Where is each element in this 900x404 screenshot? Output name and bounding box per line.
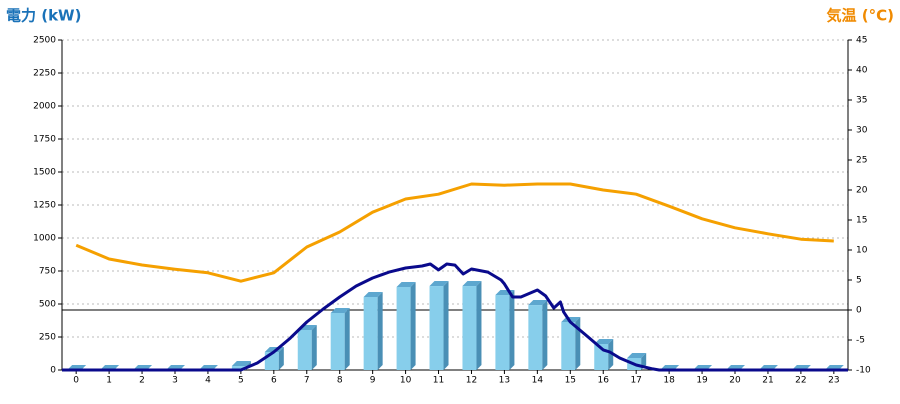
y-tick-label: 500 [39, 300, 56, 310]
bar-front [462, 286, 477, 370]
y-tick-label: 2500 [33, 36, 56, 46]
y2-tick-label: 15 [856, 216, 867, 226]
bar-front [561, 321, 576, 370]
bar-top [594, 338, 614, 344]
y2-tick-label: -5 [856, 336, 865, 346]
bar-side [509, 290, 515, 370]
y2-tick-label: 20 [856, 186, 868, 196]
y-tick-label: 1000 [33, 234, 56, 244]
y2-tick-label: 45 [856, 36, 867, 46]
x-tick-label: 16 [598, 376, 610, 386]
y2-tick-label: 10 [856, 246, 868, 256]
y-tick-label: 250 [39, 333, 56, 343]
x-tick-label: 12 [466, 376, 477, 386]
bar-side [476, 281, 482, 370]
y2-tick-label: 35 [856, 96, 867, 106]
y-tick-label: 1750 [33, 135, 56, 145]
x-tick-label: 9 [370, 376, 376, 386]
bar-front [231, 366, 246, 370]
bar-side [608, 338, 614, 370]
y2-tick-label: 0 [856, 306, 862, 316]
y-tick-label: 750 [39, 267, 56, 277]
y2-tick-label: 40 [856, 66, 868, 76]
x-tick-label: 10 [400, 376, 412, 386]
x-tick-label: 3 [172, 376, 178, 386]
bar-top [396, 281, 416, 287]
bar-side [410, 281, 416, 370]
x-tick-label: 23 [828, 376, 839, 386]
y2-tick-label: -10 [856, 366, 871, 376]
bar-side [344, 307, 350, 370]
line [75, 182, 834, 283]
y-tick-label: 1250 [33, 201, 56, 211]
x-tick-label: 5 [238, 376, 244, 386]
bar-side [311, 325, 317, 370]
x-tick-label: 6 [271, 376, 277, 386]
x-tick-label: 0 [73, 376, 79, 386]
x-tick-label: 7 [304, 376, 310, 386]
y-tick-label: 1500 [33, 168, 56, 178]
x-tick-label: 14 [532, 376, 544, 386]
y2-tick-label: 30 [856, 126, 868, 136]
bar-side [542, 300, 548, 370]
bar-top [528, 300, 548, 306]
x-tick-label: 22 [795, 376, 806, 386]
x-tick-label: 4 [205, 376, 211, 386]
bar-side [377, 292, 383, 370]
line [62, 262, 848, 372]
x-tick-label: 2 [139, 376, 145, 386]
x-tick-label: 15 [565, 376, 576, 386]
y-tick-label: 0 [50, 366, 56, 376]
bar-front [330, 312, 345, 370]
y2-tick-label: 5 [856, 276, 862, 286]
bar-top [363, 292, 383, 298]
x-tick-label: 20 [729, 376, 741, 386]
bar-front [495, 295, 510, 370]
x-tick-label: 13 [499, 376, 510, 386]
bar-top [330, 307, 350, 313]
x-tick-label: 18 [663, 376, 675, 386]
bar-front [528, 305, 543, 370]
x-tick-label: 8 [337, 376, 343, 386]
y-tick-label: 2000 [33, 102, 56, 112]
bar-side [443, 281, 449, 370]
bar-side [278, 347, 284, 370]
left-axis-title: 電力 (kW) [6, 7, 81, 25]
right-axis-title: 気温 (°C) [827, 7, 894, 25]
bar-front [297, 330, 312, 370]
y-tick-label: 2250 [33, 69, 56, 79]
bar-top [429, 281, 449, 287]
bar-top [231, 361, 251, 367]
bar-front [363, 297, 378, 370]
bar-top [627, 352, 647, 358]
y2-tick-label: 25 [856, 156, 867, 166]
x-tick-label: 1 [106, 376, 112, 386]
bar-top [462, 281, 482, 287]
bar-front [396, 286, 411, 370]
x-tick-label: 17 [630, 376, 641, 386]
x-tick-label: 19 [696, 376, 708, 386]
x-tick-label: 21 [762, 376, 773, 386]
x-tick-label: 11 [433, 376, 444, 386]
bar-front [429, 286, 444, 370]
